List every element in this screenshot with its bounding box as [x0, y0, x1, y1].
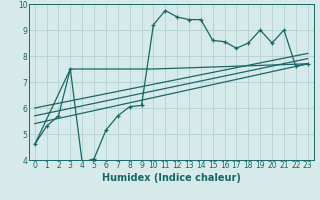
X-axis label: Humidex (Indice chaleur): Humidex (Indice chaleur) — [102, 173, 241, 183]
